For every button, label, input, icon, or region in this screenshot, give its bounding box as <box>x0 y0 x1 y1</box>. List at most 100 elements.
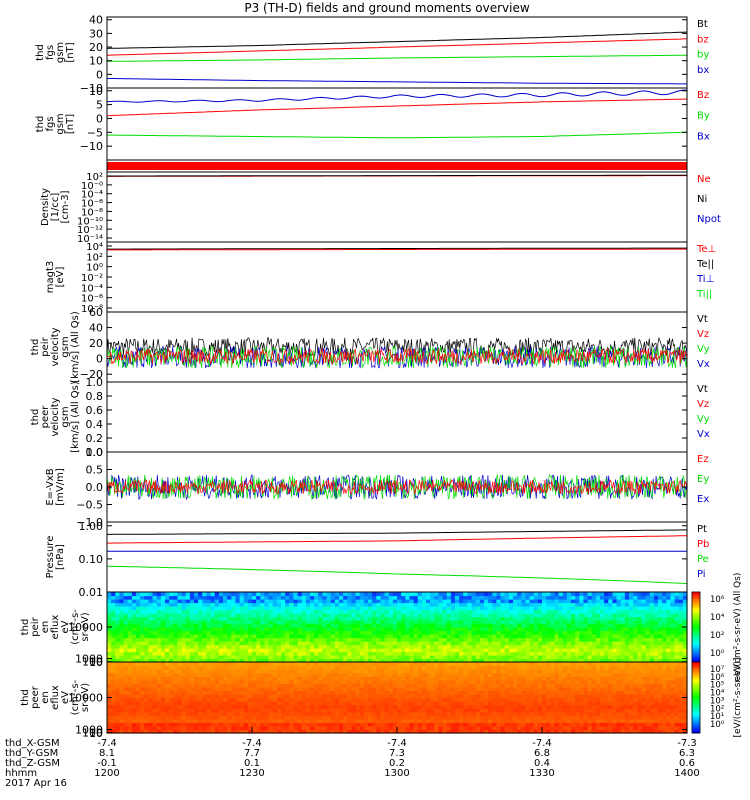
heatmap-cell <box>413 651 419 656</box>
heatmap-cell <box>397 630 402 635</box>
heatmap-cell <box>442 634 448 639</box>
heatmap-cell <box>616 627 622 632</box>
heatmap-cell <box>107 704 112 709</box>
heatmap-cell <box>537 644 543 649</box>
heatmap-cell <box>173 595 179 600</box>
heatmap-cell <box>542 627 547 632</box>
heatmap-cell <box>231 641 237 646</box>
heatmap-cell <box>529 725 535 731</box>
heatmap-cell <box>177 620 183 625</box>
heatmap-cell <box>376 725 382 731</box>
heatmap-cell <box>322 592 328 597</box>
heatmap-cell <box>500 592 506 597</box>
heatmap-cell <box>575 697 580 702</box>
heatmap-cell <box>339 602 344 607</box>
heatmap-cell <box>144 623 150 628</box>
heatmap-cell <box>575 613 580 618</box>
heatmap-cell <box>600 637 605 642</box>
heatmap-cell <box>397 592 402 597</box>
heatmap-cell <box>285 697 290 702</box>
colorbar-segment <box>692 597 700 600</box>
heatmap-cell <box>160 701 166 706</box>
heatmap-cell <box>674 616 680 621</box>
heatmap-cell <box>620 606 626 611</box>
heatmap-cell <box>533 623 539 628</box>
heatmap-cell <box>388 620 394 625</box>
heatmap-cell <box>608 704 614 709</box>
legend-entry: By <box>697 111 710 122</box>
heatmap-cell <box>264 606 270 611</box>
heatmap-cell <box>566 648 572 653</box>
heatmap-cell <box>446 630 452 635</box>
series-Vy <box>106 345 688 369</box>
heatmap-cell <box>637 697 643 702</box>
heatmap-cell <box>624 602 630 607</box>
heatmap-cell <box>198 651 203 656</box>
heatmap-cell <box>674 690 680 695</box>
heatmap-cell <box>148 616 154 621</box>
heatmap-cell <box>243 701 249 706</box>
heatmap-cell <box>293 613 299 618</box>
heatmap-cell <box>293 655 299 660</box>
heatmap-cell <box>268 683 274 688</box>
heatmap-cell <box>227 715 232 720</box>
heatmap-cell <box>285 715 290 720</box>
heatmap-cell <box>119 686 125 691</box>
heatmap-cell <box>401 686 406 691</box>
heatmap-cell <box>107 613 112 618</box>
heatmap-cell <box>554 609 560 614</box>
heatmap-cell <box>268 715 274 720</box>
heatmap-cell <box>662 701 667 706</box>
heatmap-cell <box>678 613 684 618</box>
heatmap-cell <box>430 693 435 699</box>
heatmap-cell <box>376 701 382 706</box>
heatmap-cell <box>380 701 386 706</box>
heatmap-cell <box>645 711 651 716</box>
heatmap-cell <box>624 651 630 656</box>
heatmap-cell <box>600 609 605 614</box>
heatmap-cell <box>513 693 518 699</box>
heatmap-cell <box>637 655 643 660</box>
heatmap-cell <box>223 616 228 621</box>
heatmap-cell <box>194 630 199 635</box>
heatmap-cell <box>401 620 406 625</box>
legend-entry: Te|| <box>696 259 714 270</box>
heatmap-cell <box>633 715 638 720</box>
heatmap-cell <box>479 599 485 604</box>
heatmap-cell <box>181 729 187 734</box>
heatmap-cell <box>658 634 663 639</box>
heatmap-cell <box>243 693 249 699</box>
heatmap-cell <box>318 648 324 653</box>
heatmap-cell <box>339 609 344 614</box>
heatmap-cell <box>500 648 506 653</box>
heatmap-cell <box>558 602 564 607</box>
heatmap-cell <box>227 613 232 618</box>
heatmap-cell <box>334 655 340 660</box>
heatmap-cell <box>334 637 340 642</box>
heatmap-cell <box>575 715 580 720</box>
ytick-label: 0.5 <box>86 464 104 477</box>
heatmap-cell <box>566 599 572 604</box>
heatmap-cell <box>368 606 373 611</box>
heatmap-cell <box>281 722 286 727</box>
heatmap-cell <box>111 644 116 649</box>
heatmap-cell <box>641 648 647 653</box>
heatmap-cell <box>608 602 614 607</box>
heatmap-cell <box>310 655 315 660</box>
heatmap-cell <box>293 599 299 604</box>
heatmap-cell <box>471 686 477 691</box>
heatmap-cell <box>210 599 216 604</box>
heatmap-cell <box>355 711 361 716</box>
heatmap-cell <box>148 718 154 723</box>
ytick-label: 10⁻⁶ <box>81 199 103 210</box>
heatmap-cell <box>272 701 278 706</box>
heatmap-cell <box>529 729 535 734</box>
heatmap-cell <box>471 606 477 611</box>
heatmap-cell <box>289 658 295 663</box>
heatmap-cell <box>359 722 365 727</box>
heatmap-cell <box>637 701 643 706</box>
heatmap-cell <box>310 644 315 649</box>
heatmap-cell <box>119 609 125 614</box>
heatmap-cell <box>111 658 116 663</box>
heatmap-cell <box>600 715 605 720</box>
